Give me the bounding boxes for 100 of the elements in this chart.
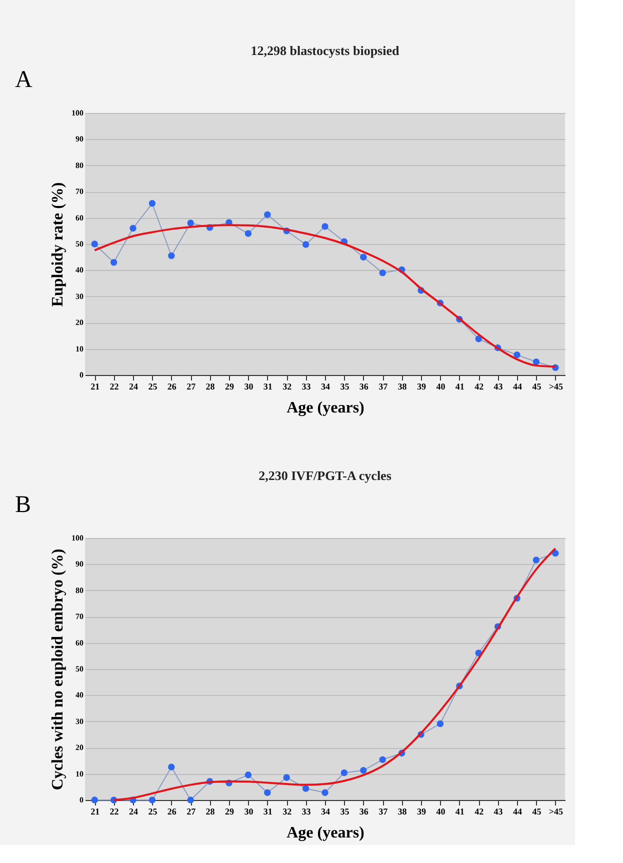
x-tick-label: 28 [206, 382, 216, 392]
y-tick-label: 0 [80, 370, 84, 380]
x-tick-label: 27 [186, 382, 196, 392]
x-tick-label: 36 [359, 806, 369, 816]
x-tick-label: 38 [398, 806, 408, 816]
x-tick-label: 33 [302, 806, 312, 816]
point [532, 556, 540, 564]
text: B [15, 492, 32, 518]
x-tick-label: 35 [340, 382, 350, 392]
x-tick-label: 22 [110, 806, 120, 816]
x-tick-label: 42 [474, 382, 484, 392]
point [130, 224, 136, 232]
x-tick-label: 32 [282, 382, 292, 392]
x-tick-label: 35 [340, 806, 350, 816]
x-tick-label: 29 [225, 806, 234, 816]
y-tick-label: 10 [76, 769, 84, 778]
y-tick-label: 70 [76, 187, 84, 196]
x-tick-label: 43 [494, 806, 504, 816]
y-tick-label: 100 [72, 108, 84, 118]
text: A [15, 67, 33, 93]
point [360, 767, 367, 774]
point [283, 774, 290, 781]
x-tick-label: 34 [321, 806, 330, 816]
point [475, 335, 482, 342]
y-axis-title: Cycles with no euploid embryo (%) [50, 548, 66, 790]
y-tick-label: 40 [76, 690, 84, 700]
x-tick-label: >45 [548, 806, 564, 816]
x-tick-label: 45 [532, 806, 542, 816]
x-tick-label: 39 [417, 382, 426, 392]
x-tick-label: 42 [474, 806, 484, 816]
y-tick-label: 70 [76, 612, 84, 622]
x-tick-label: 36 [359, 382, 369, 392]
x-tick-label: >45 [548, 382, 564, 392]
point [148, 200, 156, 207]
point [302, 241, 310, 248]
y-tick-label: 60 [76, 213, 84, 222]
x-tick-label: 44 [513, 382, 522, 392]
y-tick-label: 90 [76, 560, 84, 569]
point [168, 764, 175, 770]
x-tick-label: 26 [167, 382, 177, 392]
point [340, 769, 348, 776]
point [302, 785, 310, 792]
y-tick-label: 30 [76, 292, 84, 301]
point [187, 220, 194, 226]
chart-title: 2,230 IVF/PGT-A cycles [258, 468, 392, 483]
x-tick-label: 34 [321, 382, 330, 392]
y-tick-label: 20 [76, 743, 84, 752]
x-tick-label: 41 [455, 806, 465, 816]
point [379, 756, 386, 763]
y-tick-label: 10 [76, 344, 84, 354]
y-tick-label: 50 [76, 664, 84, 674]
y-tick-label: 20 [76, 318, 84, 328]
x-tick-label: 22 [110, 382, 120, 392]
y-tick-label: 0 [80, 796, 84, 804]
point [91, 240, 98, 248]
x-tick-label: 21 [90, 382, 100, 392]
x-tick-label: 31 [263, 806, 273, 816]
x-tick-label: 44 [513, 806, 522, 816]
x-tick-label: 45 [532, 382, 542, 392]
y-tick-label: 30 [76, 716, 84, 726]
y-tick-label: 90 [76, 134, 84, 144]
x-tick-label: 41 [455, 382, 465, 392]
x-tick-label: 21 [90, 806, 100, 816]
point [322, 789, 328, 796]
x-tick-label: 40 [436, 806, 446, 816]
x-tick-label: 31 [263, 382, 273, 392]
x-tick-label: 25 [148, 806, 158, 816]
point [379, 269, 386, 276]
x-tick-label: 28 [206, 806, 216, 816]
point [514, 351, 520, 358]
y-axis-title: Euploidy rate (%) [50, 182, 66, 307]
x-tick-label: 30 [244, 382, 254, 392]
x-tick-label: 39 [417, 806, 426, 816]
point [264, 789, 271, 796]
x-tick-label: 30 [244, 806, 254, 816]
x-tick-label: 37 [378, 806, 388, 816]
point [91, 796, 98, 804]
x-tick-label: 38 [398, 382, 408, 392]
point [244, 772, 252, 778]
point [436, 720, 444, 728]
x-tick-label: 26 [167, 806, 177, 816]
x-axis-title: Age (years) [286, 400, 364, 416]
point [148, 796, 156, 804]
point [532, 358, 540, 366]
x-axis-title: Age (years) [286, 824, 364, 842]
x-tick-label: 27 [186, 806, 196, 816]
point [110, 258, 118, 266]
point [322, 223, 328, 230]
x-tick-label: 25 [148, 382, 158, 392]
x-tick-label: 33 [302, 382, 312, 392]
x-tick-label: 37 [378, 382, 388, 392]
y-tick-label: 80 [76, 586, 84, 595]
chart-title: 12,298 blastocysts biopsied [250, 43, 400, 58]
x-tick-label: 24 [129, 382, 138, 392]
y-tick-label: 50 [76, 240, 84, 248]
x-tick-label: 43 [494, 382, 504, 392]
x-tick-label: 29 [225, 382, 234, 392]
point [244, 230, 252, 237]
point [360, 254, 367, 260]
y-tick-label: 40 [76, 266, 84, 275]
